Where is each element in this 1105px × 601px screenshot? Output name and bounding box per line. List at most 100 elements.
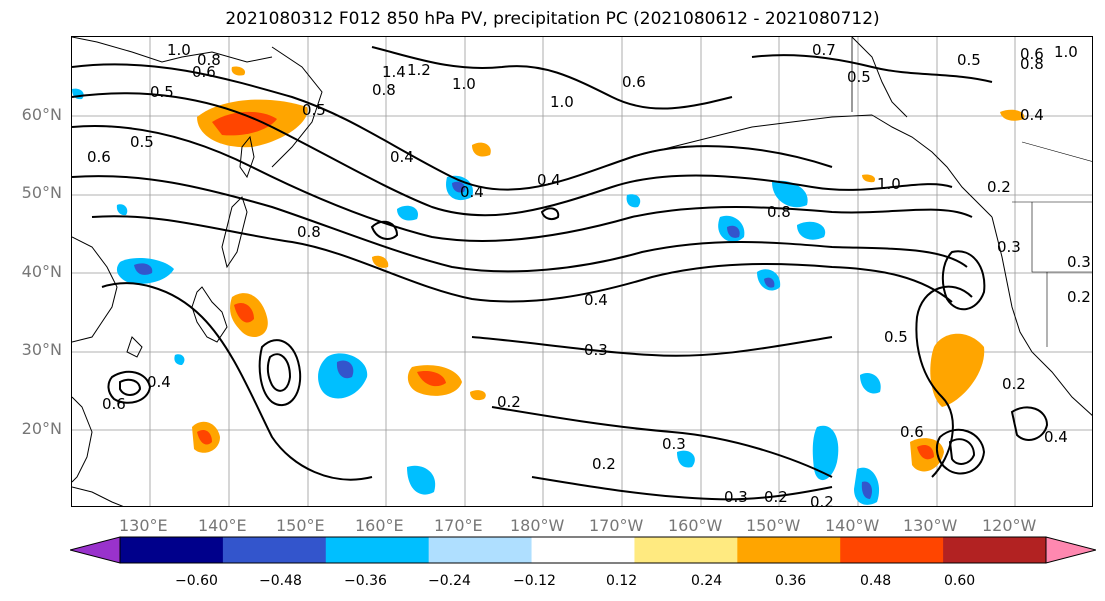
contour-label: 0.5 [302, 101, 326, 119]
lon-label: 170°E [434, 516, 483, 535]
precip-blob-negative [626, 194, 641, 208]
colorbar-tick-label: 0.36 [775, 573, 807, 589]
map-canvas: 1.0 0.8 0.6 0.5 0.6 0.5 1.4 1.2 1.0 0.8 … [72, 37, 1092, 507]
precip-blob-negative [397, 205, 418, 221]
contour-label: 0.8 [297, 223, 321, 241]
graticule [72, 37, 1092, 506]
map-panel: 1.0 0.8 0.6 0.5 0.6 0.5 1.4 1.2 1.0 0.8 … [71, 36, 1093, 507]
lon-label: 150°W [746, 516, 801, 535]
lon-label: 140°W [825, 516, 880, 535]
contour-label: 1.0 [550, 93, 574, 111]
contour-label: 0.3 [584, 341, 608, 359]
contour-label: 0.5 [150, 83, 174, 101]
colorbar [70, 536, 1096, 564]
lon-label: 160°W [668, 516, 723, 535]
map-title: 2021080312 F012 850 hPa PV, precipitatio… [225, 9, 880, 29]
precip-blob-negative [407, 465, 436, 495]
precip-blob-positive [234, 302, 254, 323]
contour-label: 0.6 [1020, 45, 1044, 63]
contour-label: 0.4 [1044, 428, 1068, 446]
contour-label: 1.0 [1054, 43, 1078, 61]
contour-label: 0.8 [1020, 55, 1044, 73]
colorbar-segment [428, 537, 533, 563]
precip-blob-negative [772, 180, 808, 208]
lat-label: 50°N [21, 183, 62, 202]
precip-blob-negative [727, 225, 740, 238]
contour-label: 0.2 [987, 178, 1011, 196]
contour-label: 0.2 [592, 455, 616, 473]
contour-label: 0.2 [497, 393, 521, 411]
contour-label: 0.5 [847, 68, 871, 86]
precip-blob-negative [764, 277, 775, 288]
precip-blob-negative [677, 450, 695, 468]
colorbar-tick-label: −0.48 [259, 573, 302, 589]
contour-label: 0.6 [87, 148, 111, 166]
precip-blob-positive [417, 371, 446, 387]
precip-blob-positive [197, 430, 212, 445]
contour-label: 0.4 [1020, 106, 1044, 124]
colorbar-extend-high [1045, 536, 1096, 564]
colorbar-segment [943, 537, 1047, 563]
lon-label: 130°W [903, 516, 958, 535]
colorbar-tick-label: −0.12 [513, 573, 556, 589]
colorbar-tick-label: 0.48 [860, 573, 892, 589]
contour-label: 1.0 [877, 175, 901, 193]
precip-blob-negative [860, 372, 881, 394]
precip-blob-positive [231, 66, 246, 76]
contour-label: 0.8 [372, 81, 396, 99]
colorbar-tick-label: 0.24 [691, 573, 723, 589]
lat-label: 30°N [21, 340, 62, 359]
contour-label: 0.3 [997, 238, 1021, 256]
lon-label: 150°E [276, 516, 325, 535]
contour-label: 0.2 [1067, 288, 1091, 306]
contour-label: 0.3 [662, 435, 686, 453]
contour-label: 0.2 [1002, 375, 1026, 393]
colorbar-segment [531, 537, 635, 563]
contour-label: 0.2 [810, 493, 834, 507]
colorbar-extend-low [70, 536, 121, 564]
colorbar-segment [222, 537, 327, 563]
contour-label: 0.5 [130, 133, 154, 151]
contour-label: 1.0 [167, 41, 191, 59]
colorbar-tick-label: 0.12 [606, 573, 638, 589]
contour-label: 1.0 [452, 75, 476, 93]
precip-blob-positive [372, 255, 389, 268]
precip-blob-positive [472, 142, 491, 157]
lon-label: 120°W [982, 516, 1037, 535]
precip-blob-positive [930, 333, 985, 407]
contour-label: 0.6 [622, 73, 646, 91]
lon-label: 180°W [510, 516, 565, 535]
precip-blob-positive [470, 390, 486, 401]
precip-blob-negative [452, 181, 466, 193]
contour-label: 0.5 [957, 51, 981, 69]
lon-label: 170°W [589, 516, 644, 535]
precip-shading [72, 66, 1025, 505]
lon-label: 130°E [119, 516, 168, 535]
contour-label: 0.3 [724, 488, 748, 506]
contour-label: 1.4 [382, 63, 406, 81]
colorbar-tick-label: 0.60 [944, 573, 976, 589]
precip-blob-negative [336, 360, 354, 379]
colorbar-border [119, 536, 1047, 564]
lat-label: 40°N [21, 262, 62, 281]
contour-label: 0.2 [764, 488, 788, 506]
lat-label: 20°N [21, 419, 62, 438]
lat-label: 60°N [21, 105, 62, 124]
precip-blob-positive [917, 445, 934, 460]
colorbar-segment [120, 537, 224, 563]
precip-blob-positive [212, 111, 277, 136]
colorbar-segment [325, 537, 430, 563]
contour-label: 0.4 [390, 148, 414, 166]
contour-label: 0.5 [884, 328, 908, 346]
contour-label: 0.7 [812, 41, 836, 59]
contour-label: 0.8 [767, 203, 791, 221]
precip-blob-negative [861, 481, 873, 499]
contour-label: 0.6 [192, 63, 216, 81]
contour-label: 1.2 [407, 61, 431, 79]
pv-contours [72, 46, 1049, 501]
contour-label: 0.4 [584, 291, 608, 309]
precip-blob-negative [797, 221, 826, 240]
precip-blob-negative [812, 425, 839, 481]
lon-label: 160°E [355, 516, 404, 535]
contour-label: 0.6 [900, 423, 924, 441]
